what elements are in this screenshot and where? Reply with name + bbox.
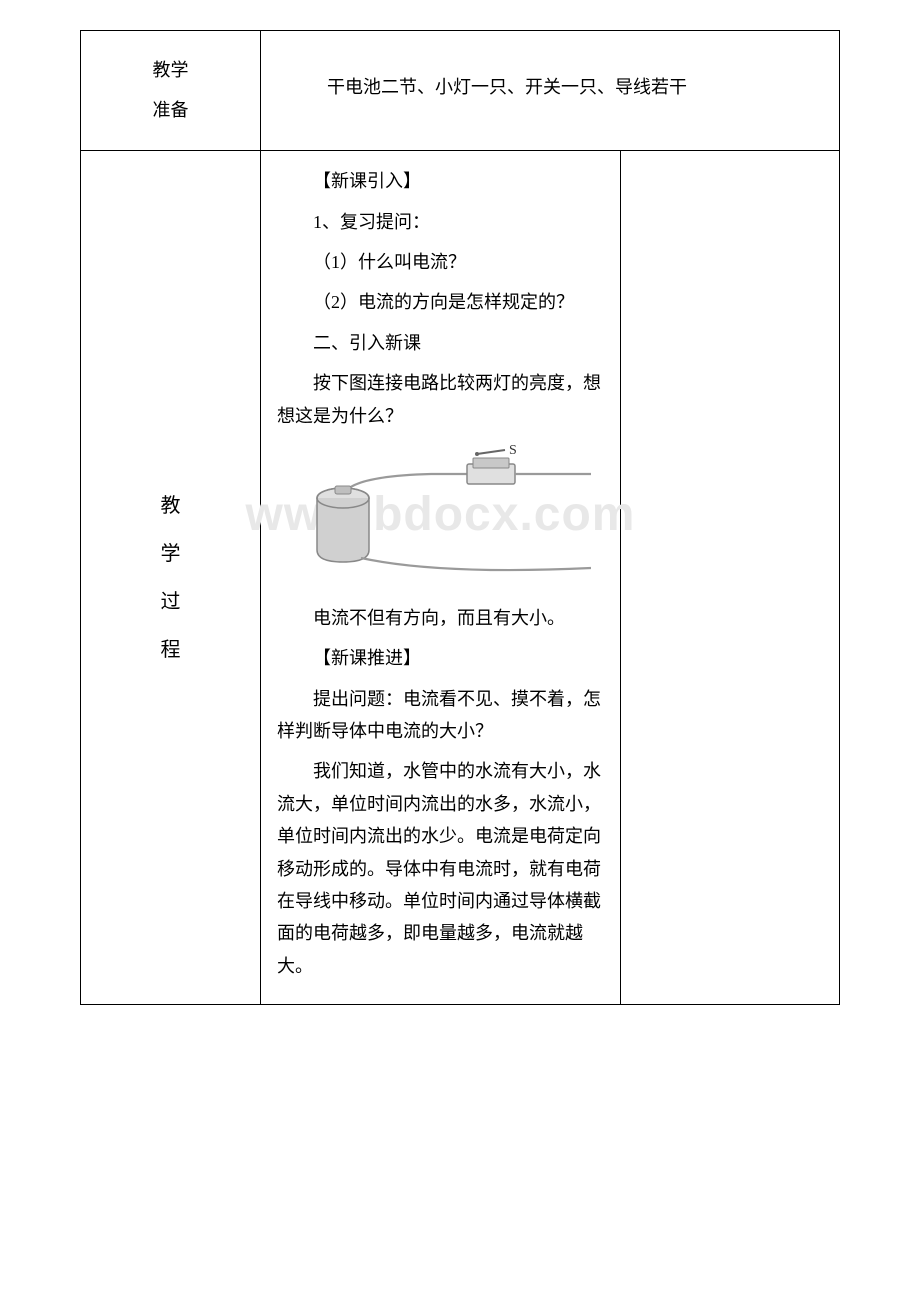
- preparation-text: 干电池二节、小灯一只、开关一只、导线若干: [291, 69, 819, 105]
- switch-label: S: [509, 443, 517, 458]
- advance-heading: 【新课推进】: [277, 642, 604, 674]
- preparation-content-cell: 干电池二节、小灯一只、开关一只、导线若干: [261, 31, 840, 151]
- review-q1: （1）什么叫电流？: [277, 246, 604, 278]
- process-label-cell: 教 学 过 程: [81, 151, 261, 1005]
- intro-instruction: 按下图连接电路比较两灯的亮度，想想这是为什么？: [277, 367, 604, 432]
- process-label: 教 学 过 程: [91, 482, 250, 674]
- process-empty-cell: [621, 151, 840, 1005]
- process-row: 教 学 过 程 【新课引入】 1、复习提问： （1）什么叫电流？ （2）电流的方…: [81, 151, 840, 1005]
- preparation-label-cell: 教学 准备: [81, 31, 261, 151]
- preparation-row: 教学 准备 干电池二节、小灯一只、开关一只、导线若干: [81, 31, 840, 151]
- review-q2: （2）电流的方向是怎样规定的？: [277, 286, 604, 318]
- question-line: 提出问题：电流看不见、摸不着，怎样判断导体中电流的大小？: [277, 683, 604, 748]
- review-line1: 1、复习提问：: [277, 206, 604, 238]
- intro-heading: 【新课引入】: [277, 165, 604, 197]
- circuit-diagram-wrap: www.bdocx.com S: [291, 440, 591, 590]
- circuit-diagram: S: [291, 440, 591, 590]
- intro-subhead: 二、引入新课: [277, 327, 604, 359]
- process-content-cell: 【新课引入】 1、复习提问： （1）什么叫电流？ （2）电流的方向是怎样规定的？…: [261, 151, 621, 1005]
- preparation-label: 教学 准备: [89, 51, 252, 130]
- lesson-plan-table: 教学 准备 干电池二节、小灯一只、开关一只、导线若干 教 学 过 程 【新课引入…: [80, 30, 840, 1005]
- explanation-para: 我们知道，水管中的水流有大小，水流大，单位时间内流出的水多，水流小，单位时间内流…: [277, 755, 604, 982]
- observation-line: 电流不但有方向，而且有大小。: [277, 602, 604, 634]
